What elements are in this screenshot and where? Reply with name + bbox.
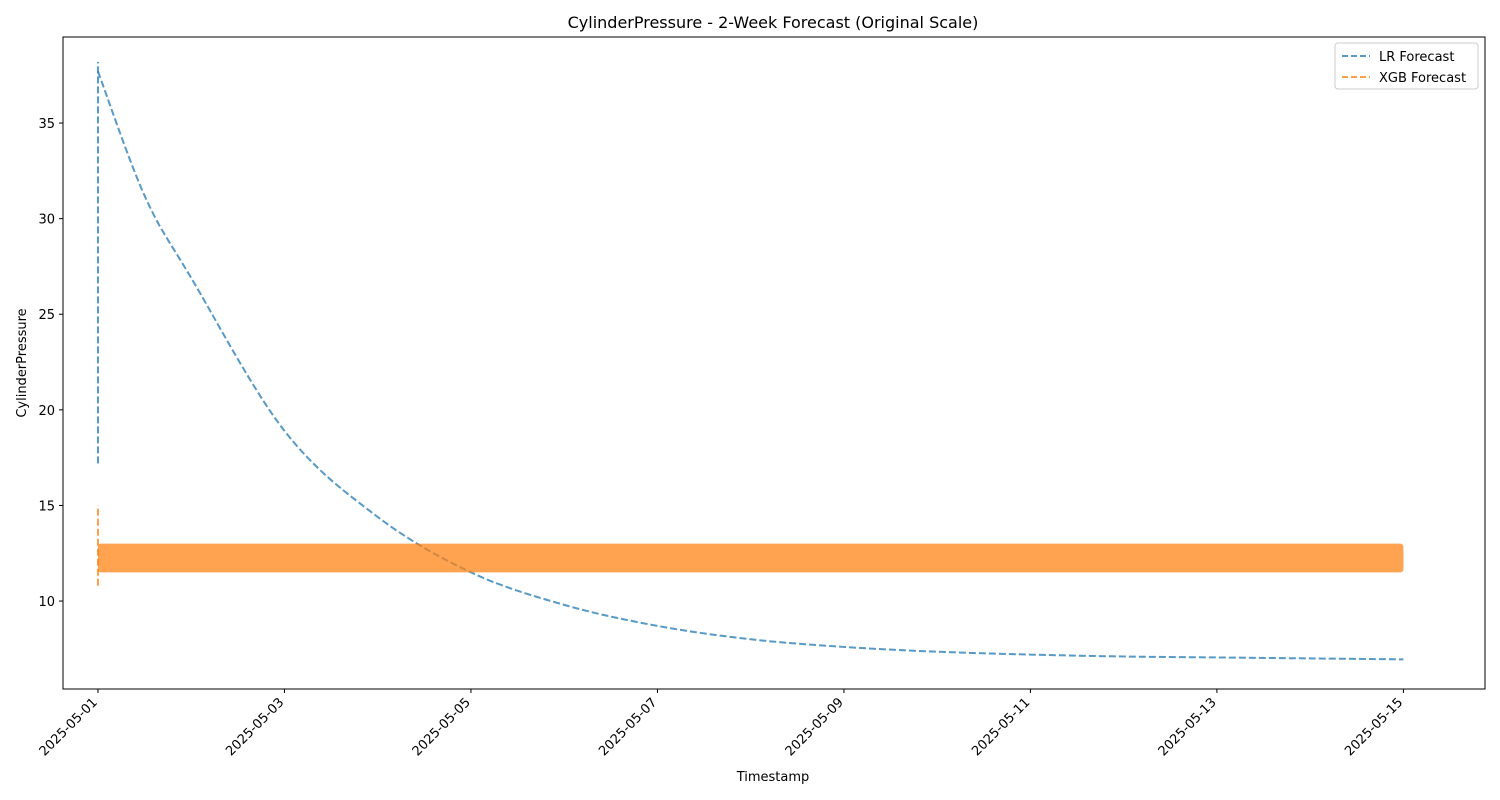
xgb-forecast-band xyxy=(97,543,1404,573)
y-axis: 10 15 20 25 30 35 xyxy=(38,117,63,610)
x-tick-label: 2025-05-07 xyxy=(596,695,660,759)
y-tick-label: 10 xyxy=(38,595,55,610)
x-tick-label: 2025-05-13 xyxy=(1156,695,1220,759)
y-tick-label: 15 xyxy=(38,499,55,514)
legend-label-lr-forecast: LR Forecast xyxy=(1379,50,1454,65)
y-tick-label: 35 xyxy=(38,117,55,132)
x-tick-label: 2025-05-09 xyxy=(783,695,847,759)
x-tick-label: 2025-05-01 xyxy=(37,695,101,759)
chart-title: CylinderPressure - 2-Week Forecast (Orig… xyxy=(568,13,979,32)
y-tick-label: 30 xyxy=(38,213,55,228)
x-axis-label: Timestamp xyxy=(736,770,810,785)
x-tick-label: 2025-05-03 xyxy=(223,695,287,759)
y-tick-label: 25 xyxy=(38,308,55,323)
x-axis: 2025-05-01 2025-05-03 2025-05-05 2025-05-07… xyxy=(37,689,1406,759)
y-tick-label: 20 xyxy=(38,404,55,419)
lr-forecast-line xyxy=(97,71,1404,661)
legend-box xyxy=(1334,42,1479,90)
series-layer xyxy=(96,61,1404,661)
plot-frame xyxy=(62,36,1486,690)
legend: LR Forecast XGB Forecast xyxy=(1334,42,1479,90)
y-axis-label: CylinderPressure xyxy=(15,308,30,417)
x-tick-label: 2025-05-15 xyxy=(1342,695,1406,759)
x-tick-label: 2025-05-05 xyxy=(410,695,474,759)
x-tick-label: 2025-05-11 xyxy=(969,695,1033,759)
legend-label-xgb-forecast: XGB Forecast xyxy=(1379,71,1466,86)
